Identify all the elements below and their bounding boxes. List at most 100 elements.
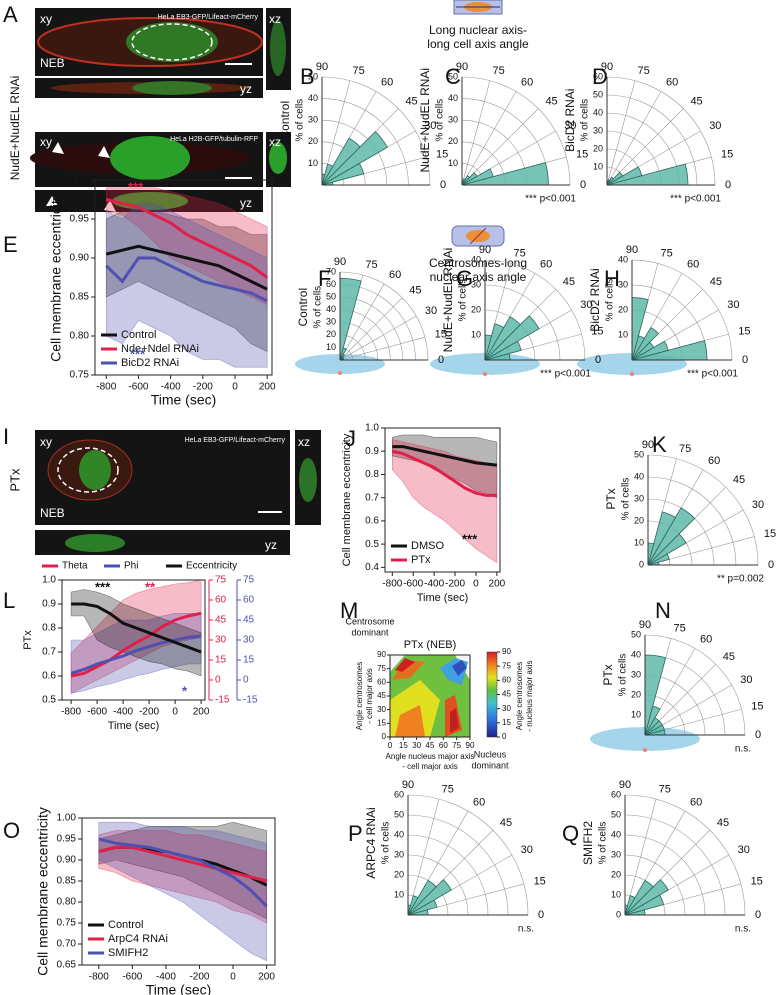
image-label: HeLa EB3-GFP/Lifeact-mCherry — [158, 14, 259, 21]
annotation: n.s. — [518, 924, 534, 935]
x-tick-label: -800 — [89, 972, 109, 983]
y-tick-label: 75 — [377, 664, 386, 673]
y-tick-label: 0.7 — [365, 492, 379, 503]
r-tick-label: 20 — [448, 136, 458, 146]
colorbar-tick-label: 60 — [502, 675, 511, 684]
y3-tick-label: -15 — [243, 695, 258, 706]
r-tick-label: 30 — [593, 125, 603, 135]
r-tick-label: 50 — [631, 629, 641, 639]
x-axis-label: Time (sec) — [417, 592, 469, 604]
r-tick-label: 30 — [308, 115, 318, 125]
image-label: xz — [269, 12, 281, 26]
series-line — [70, 611, 202, 678]
y2-tick-label: 45 — [215, 615, 227, 626]
angle-label: 75 — [365, 259, 377, 271]
axis-label: % of cells — [598, 822, 609, 865]
r-tick-label: 60 — [593, 71, 603, 81]
legend-label: DMSO — [411, 540, 444, 552]
r-tick-label: 40 — [593, 107, 603, 117]
x-axis-label: Time (sec) — [146, 982, 212, 995]
y-tick-label: 0.4 — [365, 562, 379, 573]
colorbar — [486, 651, 498, 738]
legend-label: Theta — [62, 561, 88, 572]
y-tick-label: 0.65 — [57, 960, 77, 971]
x-tick-label: -400 — [424, 579, 444, 590]
r-tick-label: 20 — [593, 143, 603, 153]
r-tick-label: 30 — [471, 279, 481, 289]
chart-label: ARPC4 RNAi — [364, 807, 378, 878]
image-label: HeLa EB3-GFP/Lifeact-mCherry — [185, 437, 286, 444]
series-line — [71, 602, 202, 654]
axis-label: % of cells — [605, 279, 616, 322]
r-tick-label: 60 — [611, 789, 621, 799]
r-tick-label: 20 — [631, 689, 641, 699]
y-tick-label: 15 — [377, 718, 386, 727]
r-tick-label: 40 — [471, 254, 481, 264]
annotation: *** — [128, 179, 144, 194]
panel-label: E — [3, 232, 18, 257]
image-label: xy — [40, 12, 52, 26]
rose-sector — [647, 511, 677, 566]
chart-label: NudE+NudEL RNAi — [441, 248, 455, 353]
legend-label: ArpC4 RNAi — [108, 933, 168, 945]
x-tick-label: -800 — [96, 382, 116, 393]
y-axis-label: - cell major axis — [365, 668, 374, 724]
y-tick-label: 60 — [377, 677, 386, 686]
legend-label: Nde+Ndel RNAi — [121, 343, 199, 355]
angle-label: 15 — [738, 325, 750, 337]
r-tick-label: 50 — [448, 71, 458, 81]
panel-label: B — [300, 64, 315, 89]
r-tick-label: 10 — [611, 889, 621, 899]
annotation: Nucleus — [474, 749, 507, 759]
r-tick-label: 20 — [394, 869, 404, 879]
rose-sector — [631, 340, 669, 361]
rose-sector — [624, 895, 636, 916]
annotation: ** — [145, 579, 156, 594]
panel-label: N — [655, 598, 671, 623]
r-tick-label: 10 — [634, 537, 644, 547]
r-tick-label: 50 — [611, 809, 621, 819]
chart-label: BicD2 RNAi — [588, 268, 602, 331]
rose-sector — [339, 277, 362, 361]
axis-label: % of cells — [458, 279, 469, 322]
y2-tick-label: -15 — [215, 695, 230, 706]
x-tick-label: -200 — [189, 972, 209, 983]
y-tick-label: 0.80 — [70, 331, 90, 342]
plot-frame — [81, 817, 276, 966]
legend-label: BicD2 RNAi — [121, 357, 179, 369]
x-tick-label: 0 — [473, 579, 479, 590]
series-line — [391, 449, 497, 497]
micrograph-a1 — [35, 8, 291, 98]
annotation: *** p<0.001 — [525, 194, 576, 205]
rose-sector — [321, 163, 334, 186]
error-band — [98, 821, 267, 962]
y-tick-label: 1.00 — [57, 813, 77, 824]
rose-sector — [407, 879, 452, 916]
r-tick-label: 10 — [631, 709, 641, 719]
y2-tick-label: 75 — [215, 575, 227, 586]
y-tick-label: 0.85 — [57, 876, 77, 887]
angle-label: 0 — [440, 179, 446, 191]
x-tick-label: 200 — [258, 972, 275, 983]
angle-line — [339, 283, 385, 361]
angle-line — [461, 80, 491, 186]
r-tick-label: 50 — [394, 809, 404, 819]
axis-label: % of cells — [618, 654, 629, 697]
x-tick-label: 200 — [193, 707, 210, 718]
plot-frame — [61, 579, 206, 701]
r-tick-label: 10 — [308, 158, 318, 168]
x-tick-label: -800 — [61, 707, 81, 718]
angle-label: 90 — [601, 61, 613, 73]
y-tick-label: 1.0 — [42, 575, 56, 586]
annotation: *** p<0.001 — [670, 194, 721, 205]
chart-label: Control — [278, 101, 292, 140]
plot-frame — [94, 179, 273, 376]
y-axis-label: Cell membrane eccentricity — [35, 807, 51, 976]
angle-label: 90 — [626, 244, 638, 256]
y2-tick-label: 30 — [215, 635, 227, 646]
angle-label: 0 — [755, 909, 761, 921]
x-tick-label: -400 — [161, 382, 181, 393]
x-axis-label: Angle nucleus major axis — [386, 752, 475, 761]
x-tick-label: 200 — [489, 579, 506, 590]
panel-label: H — [604, 266, 620, 291]
